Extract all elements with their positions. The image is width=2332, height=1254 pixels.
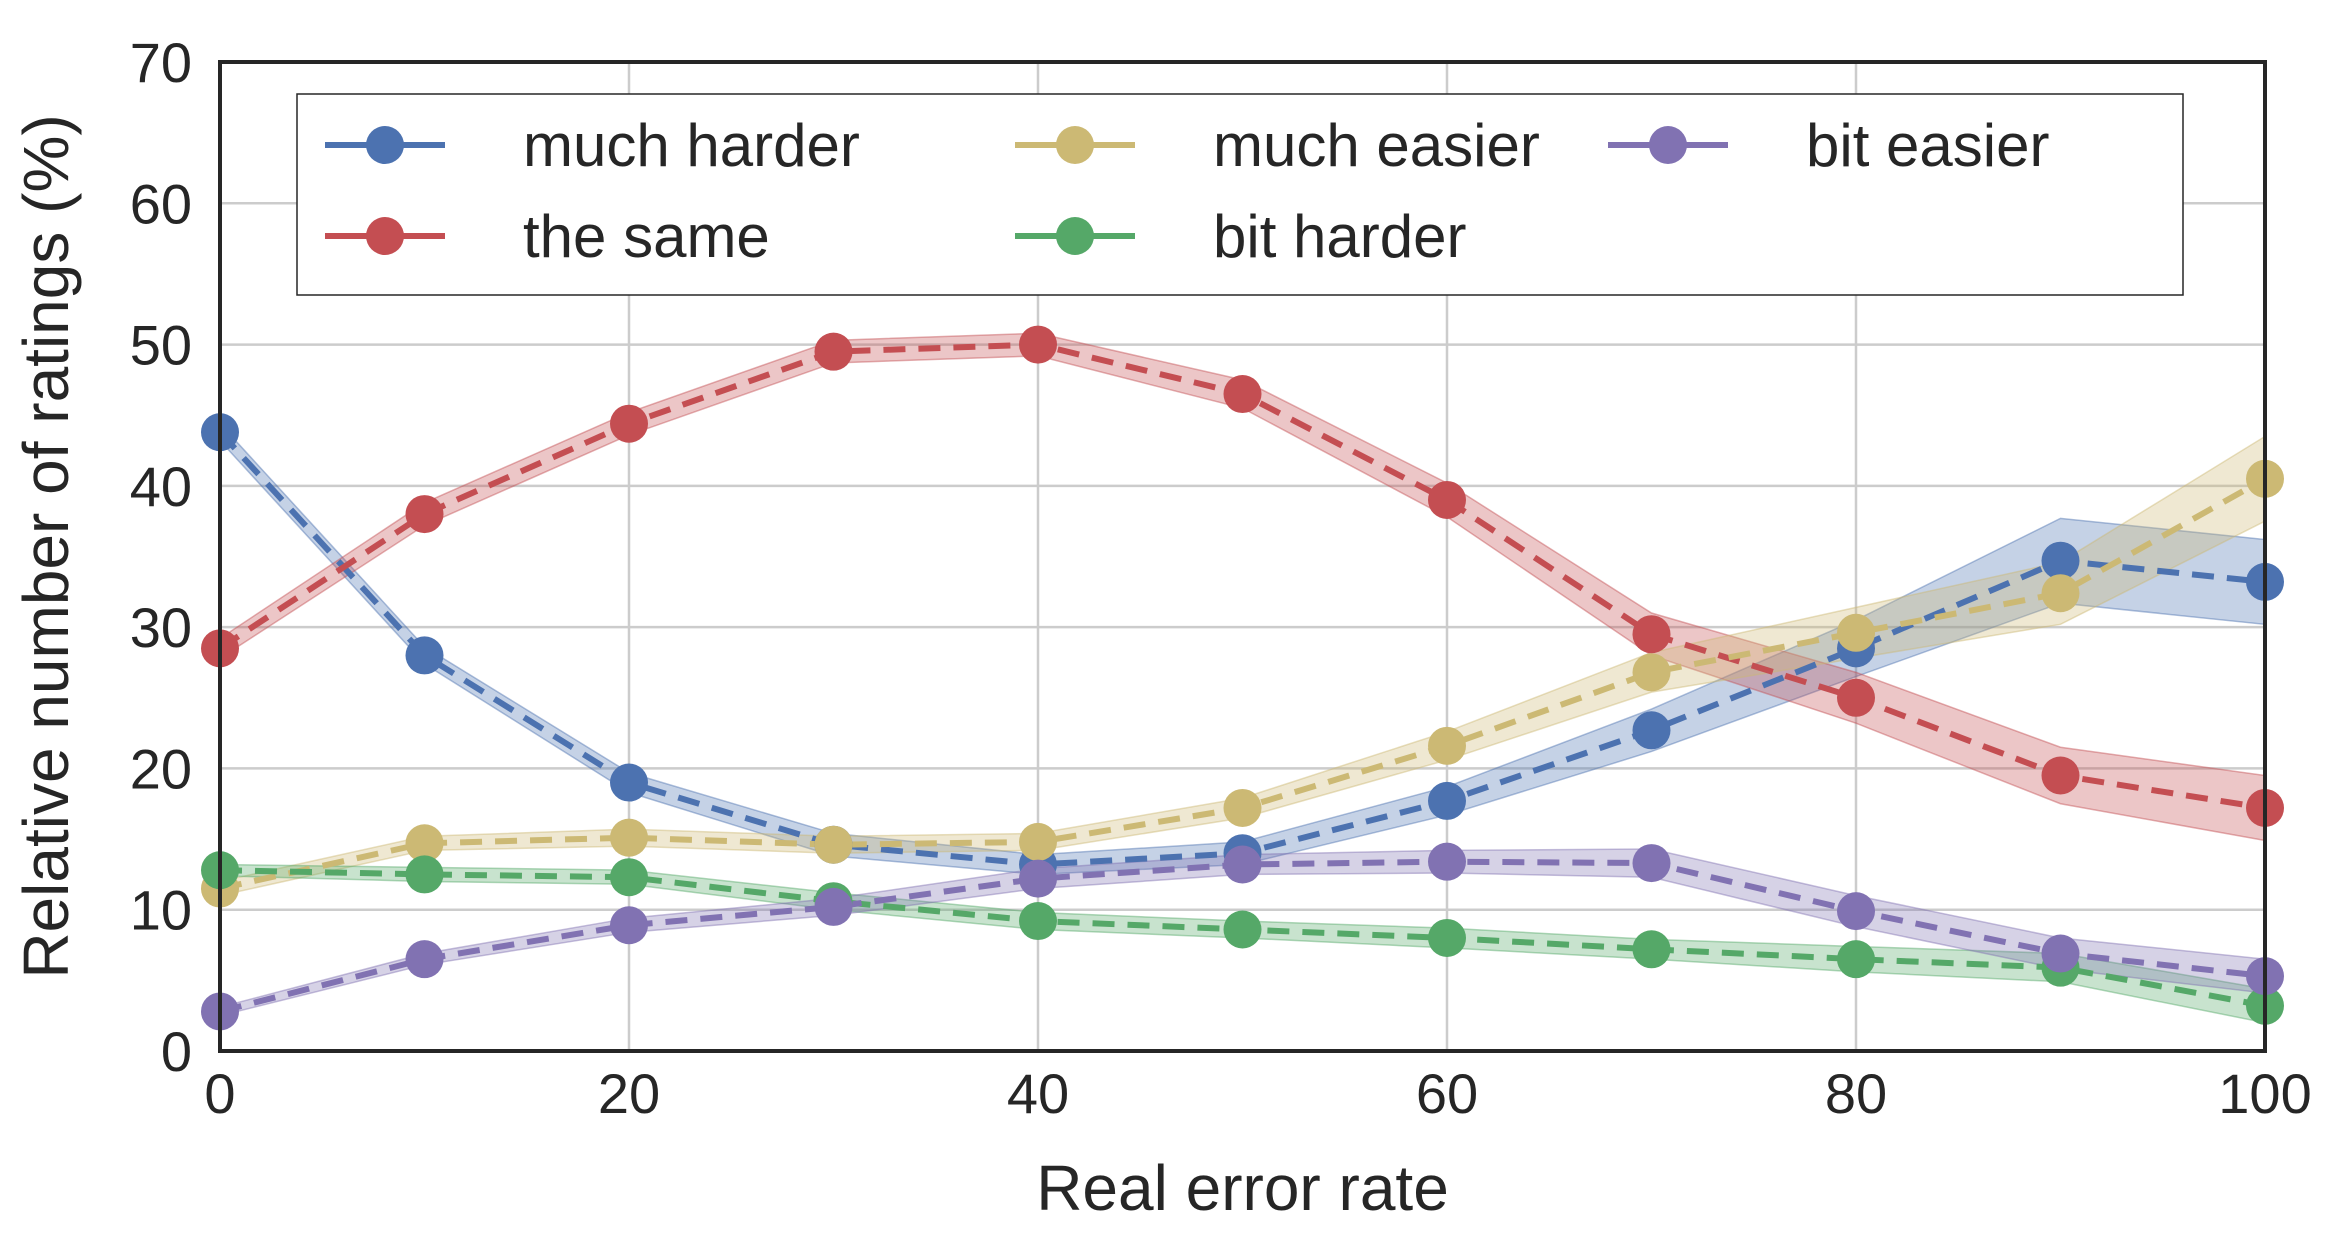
point-bit-easier <box>1019 859 1057 898</box>
point-much-harder <box>2041 541 2080 580</box>
point-much-easier <box>405 824 444 863</box>
point-bit-harder <box>1223 910 1262 949</box>
point-much-easier <box>814 825 853 864</box>
point-the-same <box>610 404 648 443</box>
legend-label-much-easier: much easier <box>1213 112 1540 179</box>
point-much-easier <box>1019 822 1057 861</box>
y-tick-label: 30 <box>130 596 192 659</box>
point-much-easier <box>1223 788 1262 827</box>
point-bit-harder <box>405 855 444 894</box>
legend-swatch-marker-the-same <box>366 217 404 255</box>
point-bit-easier <box>1632 844 1671 883</box>
y-tick-label: 20 <box>130 737 192 800</box>
x-axis-title: Real error rate <box>1036 1152 1449 1224</box>
point-much-harder <box>610 763 648 802</box>
point-bit-easier <box>1837 892 1875 931</box>
series-line-much-easier <box>219 476 2267 892</box>
point-bit-harder <box>610 858 648 897</box>
point-the-same <box>1632 615 1671 654</box>
legend-swatch-marker-bit-harder <box>1056 217 1094 255</box>
x-tick-label: 80 <box>1825 1062 1887 1125</box>
point-much-harder <box>1428 781 1466 820</box>
x-tick-label: 0 <box>204 1062 235 1125</box>
point-the-same <box>1019 325 1057 364</box>
legend-swatch-marker-bit-easier <box>1649 126 1687 164</box>
y-tick-label: 50 <box>130 314 192 377</box>
point-the-same <box>1223 375 1262 414</box>
point-bit-harder <box>1632 930 1671 969</box>
point-bit-easier <box>2041 934 2080 973</box>
point-much-easier <box>1837 613 1875 652</box>
point-the-same <box>814 332 853 371</box>
point-bit-harder <box>1837 940 1875 979</box>
point-much-harder <box>1632 711 1671 750</box>
point-bit-easier <box>610 906 648 945</box>
point-much-harder <box>405 636 444 675</box>
point-the-same <box>2041 756 2080 795</box>
point-bit-easier <box>405 940 444 979</box>
y-tick-label: 60 <box>130 172 192 235</box>
legend-label-the-same: the same <box>523 203 770 270</box>
point-much-easier <box>610 818 648 857</box>
x-tick-label: 20 <box>598 1062 660 1125</box>
legend-label-bit-easier: bit easier <box>1806 112 2049 179</box>
point-bit-easier <box>1428 842 1466 881</box>
legend-swatch-marker-much-easier <box>1056 126 1094 164</box>
point-much-easier <box>1632 653 1671 692</box>
tick-label-layer: 0 20 40 60 80 100 0 10 20 30 40 50 60 70 <box>130 31 2312 1125</box>
plot-frame <box>218 60 2267 1053</box>
legend-label-much-harder: much harder <box>523 112 860 179</box>
point-the-same <box>1428 480 1466 519</box>
point-bit-harder <box>1428 918 1466 957</box>
y-tick-label: 40 <box>130 455 192 518</box>
x-tick-label: 60 <box>1416 1062 1478 1125</box>
point-the-same <box>405 495 444 534</box>
legend: much harder the same much easier bit harder… <box>296 93 2184 296</box>
y-tick-label: 0 <box>161 1020 192 1083</box>
x-tick-label: 40 <box>1007 1062 1069 1125</box>
point-much-easier <box>1428 726 1466 765</box>
y-axis-title: Relative number of ratings (%) <box>10 114 82 978</box>
legend-swatch-marker-much-harder <box>366 126 404 164</box>
point-bit-harder <box>1019 902 1057 941</box>
y-tick-label: 10 <box>130 879 192 942</box>
point-bit-easier <box>814 887 853 926</box>
y-tick-label: 70 <box>130 31 192 94</box>
legend-label-bit-harder: bit harder <box>1213 203 1466 270</box>
x-tick-label: 100 <box>2218 1062 2311 1125</box>
legend-box <box>296 93 2184 296</box>
series-point-layer <box>201 325 2284 1031</box>
point-the-same <box>1837 678 1875 717</box>
point-bit-easier <box>1223 845 1262 884</box>
point-much-easier <box>2041 574 2080 613</box>
